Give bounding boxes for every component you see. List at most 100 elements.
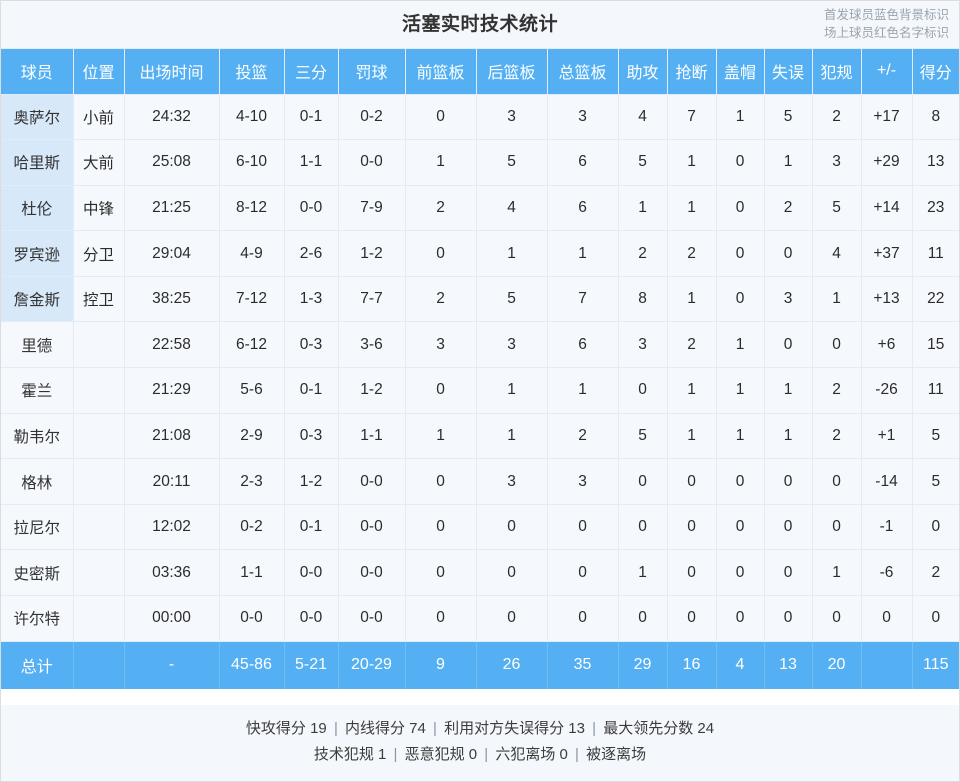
stat-cell-后篮板: 0 bbox=[476, 595, 548, 642]
stat-cell-助攻: 3 bbox=[618, 321, 668, 369]
player-name-cell[interactable]: 里德 bbox=[1, 321, 74, 369]
stat-cell-盖帽: 0 bbox=[716, 549, 765, 597]
table-row[interactable]: 许尔特 00:00 0-0 0-0 0-0 0 0 0 0 0 0 0 0 0 0 bbox=[1, 595, 959, 642]
stat-cell-+/-: -26 bbox=[861, 367, 913, 414]
stat-cell-助攻: 8 bbox=[618, 276, 668, 323]
footer-stat: 恶意犯规 0 bbox=[404, 746, 478, 763]
box-score-table: 球员 位置 出场时间 投篮 三分 罚球 前篮板 后篮板 总篮板 助攻 抢断 盖帽 失误 犯规 +/- 得分 奥… bbox=[1, 49, 959, 690]
stat-cell-失误: 0 bbox=[764, 230, 813, 277]
player-name-cell[interactable]: 格林 bbox=[1, 458, 74, 505]
total-cell-出场时间: - bbox=[124, 640, 220, 690]
table-row[interactable]: 霍兰 21:29 5-6 0-1 1-2 0 1 1 0 1 1 1 2 -26 11 bbox=[1, 367, 959, 414]
stat-cell-犯规: 1 bbox=[812, 549, 862, 597]
stat-cell-罚球: 1-1 bbox=[338, 413, 406, 460]
stat-cell-出场时间: 29:04 bbox=[124, 230, 220, 277]
player-name-cell[interactable]: 詹金斯 bbox=[1, 276, 74, 323]
table-row[interactable]: 杜伦 中锋 21:25 8-12 0-0 7-9 2 4 6 1 1 0 2 5 +14 23 bbox=[1, 185, 959, 232]
stat-cell-总篮板: 6 bbox=[547, 185, 619, 232]
table-row[interactable]: 格林 20:11 2-3 1-2 0-0 0 3 3 0 0 0 0 0 -14 5 bbox=[1, 458, 959, 505]
column-header-1[interactable]: 位置 bbox=[73, 49, 125, 95]
stat-cell-投篮: 8-12 bbox=[219, 185, 285, 232]
stat-cell-前篮板: 0 bbox=[405, 595, 477, 642]
column-header-3[interactable]: 投篮 bbox=[219, 49, 285, 95]
stat-cell-三分: 0-0 bbox=[284, 549, 339, 597]
stat-cell-抢断: 1 bbox=[667, 413, 717, 460]
stat-cell-+/-: +1 bbox=[861, 413, 913, 460]
column-header-9[interactable]: 助攻 bbox=[618, 49, 668, 95]
stat-cell-投篮: 4-10 bbox=[219, 94, 285, 141]
footer-stat: 技术犯规 1 bbox=[313, 746, 387, 763]
stat-cell-抢断: 1 bbox=[667, 185, 717, 232]
stat-cell-前篮板: 0 bbox=[405, 504, 477, 551]
player-name-cell[interactable]: 杜伦 bbox=[1, 185, 74, 232]
column-header-12[interactable]: 失误 bbox=[764, 49, 813, 95]
table-row[interactable]: 里德 22:58 6-12 0-3 3-6 3 3 6 3 2 1 0 0 +6 15 bbox=[1, 321, 959, 369]
stat-cell-投篮: 7-12 bbox=[219, 276, 285, 323]
stat-cell-失误: 0 bbox=[764, 458, 813, 505]
player-name-cell[interactable]: 史密斯 bbox=[1, 549, 74, 597]
stat-cell-位置 bbox=[73, 595, 125, 642]
column-header-5[interactable]: 罚球 bbox=[338, 49, 406, 95]
stat-cell-三分: 0-1 bbox=[284, 504, 339, 551]
footer-stat: 被逐离场 bbox=[586, 746, 647, 763]
stat-cell-三分: 1-3 bbox=[284, 276, 339, 323]
column-header-7[interactable]: 后篮板 bbox=[476, 49, 548, 95]
table-header: 球员 位置 出场时间 投篮 三分 罚球 前篮板 后篮板 总篮板 助攻 抢断 盖帽 失误 犯规 +/- 得分 bbox=[1, 49, 959, 95]
table-row[interactable]: 詹金斯 控卫 38:25 7-12 1-3 7-7 2 5 7 8 1 0 3 1 +13 22 bbox=[1, 276, 959, 323]
legend-note-line-1: 首发球员蓝色背景标识 bbox=[823, 8, 949, 22]
stat-cell-位置 bbox=[73, 413, 125, 460]
stat-cell-抢断: 0 bbox=[667, 458, 717, 505]
stat-cell-总篮板: 3 bbox=[547, 458, 619, 505]
stat-cell-失误: 2 bbox=[764, 185, 813, 232]
column-header-0[interactable]: 球员 bbox=[1, 49, 74, 95]
table-row[interactable]: 奥萨尔 小前 24:32 4-10 0-1 0-2 0 3 3 4 7 1 5 2 +17 8 bbox=[1, 94, 959, 141]
player-name-cell[interactable]: 奥萨尔 bbox=[1, 94, 74, 141]
column-header-15[interactable]: 得分 bbox=[912, 49, 959, 95]
total-cell-罚球: 20-29 bbox=[338, 640, 406, 690]
stat-cell-三分: 0-3 bbox=[284, 321, 339, 369]
stat-cell-+/-: +6 bbox=[861, 321, 913, 369]
stat-cell-犯规: 0 bbox=[812, 458, 862, 505]
stat-cell-盖帽: 1 bbox=[716, 94, 765, 141]
column-header-14[interactable]: +/- bbox=[861, 49, 913, 95]
table-row[interactable]: 罗宾逊 分卫 29:04 4-9 2-6 1-2 0 1 1 2 2 0 0 4 +37 11 bbox=[1, 230, 959, 277]
stat-cell-后篮板: 1 bbox=[476, 230, 548, 277]
stat-cell-总篮板: 7 bbox=[547, 276, 619, 323]
footer-stat: 快攻得分 19 bbox=[245, 720, 327, 737]
stat-cell-+/-: -6 bbox=[861, 549, 913, 597]
player-name-cell[interactable]: 罗宾逊 bbox=[1, 230, 74, 277]
table-row[interactable]: 史密斯 03:36 1-1 0-0 0-0 0 0 0 1 0 0 0 1 -6 2 bbox=[1, 549, 959, 597]
stat-cell-后篮板: 5 bbox=[476, 276, 548, 323]
stat-cell-得分: 0 bbox=[912, 595, 959, 642]
player-name-cell[interactable]: 勒韦尔 bbox=[1, 413, 74, 460]
stat-cell-犯规: 2 bbox=[812, 413, 862, 460]
column-header-6[interactable]: 前篮板 bbox=[405, 49, 477, 95]
stat-cell-助攻: 2 bbox=[618, 230, 668, 277]
column-header-11[interactable]: 盖帽 bbox=[716, 49, 765, 95]
table-row[interactable]: 勒韦尔 21:08 2-9 0-3 1-1 1 1 2 5 1 1 1 2 +1 5 bbox=[1, 413, 959, 460]
stat-cell-得分: 0 bbox=[912, 504, 959, 551]
player-name-cell[interactable]: 拉尼尔 bbox=[1, 504, 74, 551]
player-name-cell[interactable]: 哈里斯 bbox=[1, 139, 74, 186]
column-header-2[interactable]: 出场时间 bbox=[124, 49, 220, 95]
column-header-8[interactable]: 总篮板 bbox=[547, 49, 619, 95]
column-header-10[interactable]: 抢断 bbox=[667, 49, 717, 95]
stat-cell-投篮: 0-0 bbox=[219, 595, 285, 642]
total-cell-总篮板: 35 bbox=[547, 640, 619, 690]
stat-cell-失误: 0 bbox=[764, 595, 813, 642]
stat-cell-出场时间: 00:00 bbox=[124, 595, 220, 642]
stat-cell-得分: 22 bbox=[912, 276, 959, 323]
stat-cell-失误: 0 bbox=[764, 504, 813, 551]
stat-cell-前篮板: 1 bbox=[405, 413, 477, 460]
footer-line-2: 技术犯规 1 | 恶意犯规 0 | 六犯离场 0 | 被逐离场 bbox=[1, 742, 959, 768]
column-header-4[interactable]: 三分 bbox=[284, 49, 339, 95]
player-name-cell[interactable]: 霍兰 bbox=[1, 367, 74, 414]
player-name-cell[interactable]: 许尔特 bbox=[1, 595, 74, 642]
column-header-13[interactable]: 犯规 bbox=[812, 49, 862, 95]
stat-cell-得分: 5 bbox=[912, 458, 959, 505]
stat-cell-盖帽: 1 bbox=[716, 367, 765, 414]
table-row[interactable]: 拉尼尔 12:02 0-2 0-1 0-0 0 0 0 0 0 0 0 0 -1 0 bbox=[1, 504, 959, 551]
footer-separator: | bbox=[480, 746, 493, 763]
table-row[interactable]: 哈里斯 大前 25:08 6-10 1-1 0-0 1 5 6 5 1 0 1 3 +29 13 bbox=[1, 139, 959, 186]
total-cell-后篮板: 26 bbox=[476, 640, 548, 690]
